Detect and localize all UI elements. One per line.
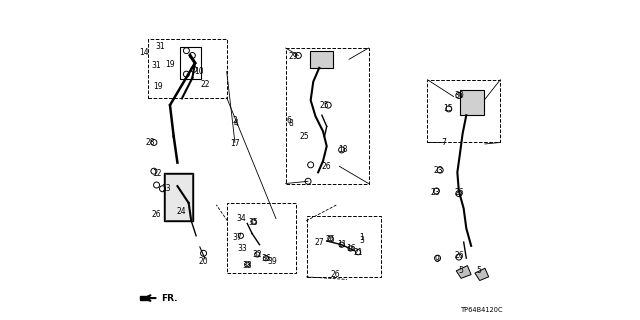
Bar xyxy=(148,39,227,98)
Text: 26: 26 xyxy=(322,162,332,171)
Text: 5: 5 xyxy=(459,266,463,275)
Text: 1: 1 xyxy=(360,233,364,242)
Text: 24: 24 xyxy=(177,207,186,216)
Text: 11: 11 xyxy=(337,240,346,249)
Bar xyxy=(227,203,296,273)
Text: 10: 10 xyxy=(194,67,204,76)
Bar xyxy=(164,173,193,221)
Text: 23: 23 xyxy=(430,188,440,197)
Text: 32: 32 xyxy=(253,250,262,259)
Text: 4: 4 xyxy=(234,119,239,128)
Text: 16: 16 xyxy=(346,244,355,253)
Bar xyxy=(164,174,193,220)
Bar xyxy=(310,51,333,68)
Text: 31: 31 xyxy=(152,61,161,70)
Polygon shape xyxy=(456,266,471,278)
Text: 38: 38 xyxy=(243,261,252,270)
Text: 23: 23 xyxy=(434,165,444,175)
Text: FR.: FR. xyxy=(161,293,177,303)
Text: 17: 17 xyxy=(230,140,240,148)
Text: 26: 26 xyxy=(454,188,463,197)
Text: 35: 35 xyxy=(249,218,259,227)
Text: 36: 36 xyxy=(261,254,271,263)
Text: 19: 19 xyxy=(153,82,163,91)
Text: 15: 15 xyxy=(443,104,452,113)
Text: 22: 22 xyxy=(200,80,210,89)
Text: 29: 29 xyxy=(288,52,298,61)
Text: 31: 31 xyxy=(156,43,165,52)
Text: 21: 21 xyxy=(353,248,363,257)
Text: 26: 26 xyxy=(152,210,161,220)
Text: 14: 14 xyxy=(139,48,148,57)
Bar xyxy=(307,216,381,277)
Text: 20: 20 xyxy=(199,257,209,266)
Text: 30: 30 xyxy=(454,91,464,100)
Bar xyxy=(428,80,500,142)
Text: 19: 19 xyxy=(165,60,175,68)
Text: 26: 26 xyxy=(454,252,463,260)
Text: 34: 34 xyxy=(236,214,246,223)
Text: TP64B4120C: TP64B4120C xyxy=(461,308,504,313)
Text: 25: 25 xyxy=(300,132,309,141)
Text: 28: 28 xyxy=(145,138,155,147)
Bar xyxy=(460,90,484,115)
Text: 13: 13 xyxy=(161,184,171,193)
Text: 8: 8 xyxy=(289,119,293,128)
Text: 39: 39 xyxy=(268,257,277,266)
Text: 7: 7 xyxy=(442,138,446,147)
Text: 27: 27 xyxy=(314,238,324,247)
Text: 5: 5 xyxy=(476,266,481,275)
Text: 12: 12 xyxy=(152,169,161,178)
Text: 6: 6 xyxy=(287,116,292,124)
Text: 18: 18 xyxy=(339,145,348,155)
Bar xyxy=(285,48,369,183)
Text: 3: 3 xyxy=(360,236,364,245)
Text: 33: 33 xyxy=(237,244,247,253)
Polygon shape xyxy=(475,268,489,281)
Text: 37: 37 xyxy=(232,233,242,242)
Text: 25: 25 xyxy=(319,100,330,110)
Text: 2: 2 xyxy=(232,116,237,124)
Text: 26: 26 xyxy=(326,235,335,244)
Text: 9: 9 xyxy=(434,255,439,264)
Polygon shape xyxy=(140,296,150,300)
Text: 26: 26 xyxy=(331,270,340,279)
